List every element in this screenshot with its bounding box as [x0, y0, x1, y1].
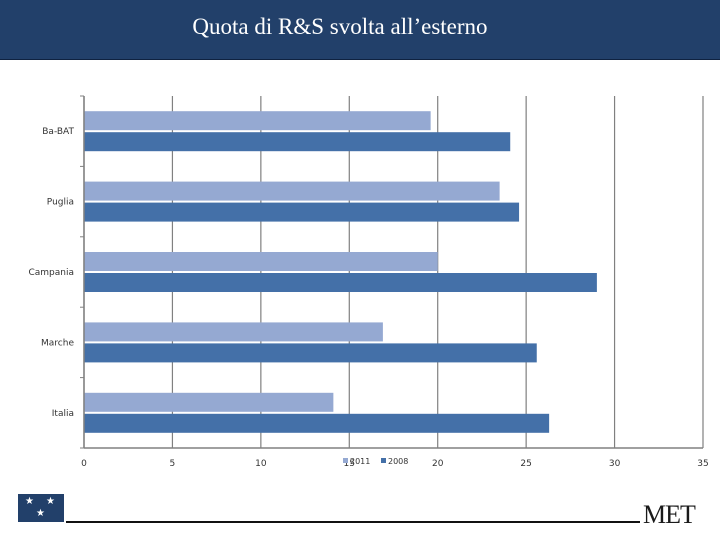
category-label-1: Puglia: [47, 198, 74, 208]
bar-2011-puglia: [84, 181, 500, 201]
bar-2011-ba-bat: [84, 111, 431, 131]
legend-label-2008: 2008: [388, 457, 408, 466]
bar-2008-ba-bat: [84, 132, 511, 152]
bar-2008-campania: [84, 273, 597, 292]
page-title: Quota di R&S svolta all’esterno: [192, 14, 488, 39]
bar-2011-marche: [84, 322, 383, 342]
bar-2008-marche: [84, 343, 537, 363]
x-tick-label-2: 10: [255, 459, 267, 469]
x-tick-label-3: 15: [344, 459, 355, 469]
x-tick-label-7: 35: [697, 459, 708, 469]
x-tick-label-4: 20: [432, 459, 444, 469]
legend-swatch-2011: [343, 458, 348, 463]
header-bar: Quota di R&S svolta all’esterno: [0, 0, 720, 60]
bar-2008-italia: [84, 413, 550, 433]
footer-brand: MET: [643, 500, 696, 529]
category-label-2: Campania: [28, 268, 74, 278]
bar-2008-puglia: [84, 202, 520, 222]
eu-stars-icon: ★ ★ ★: [18, 494, 64, 522]
x-tick-label-1: 5: [170, 459, 176, 469]
bar-2011-campania: [84, 252, 438, 271]
footer-divider: [66, 521, 640, 523]
legend-swatch-2008: [381, 458, 386, 463]
bar-2011-italia: [84, 392, 334, 412]
category-label-0: Ba-BAT: [42, 127, 74, 137]
x-tick-label-0: 0: [81, 459, 87, 469]
category-label-4: Italia: [52, 409, 74, 419]
x-tick-label-6: 30: [609, 459, 621, 469]
legend-label-2011: 2011: [350, 457, 370, 466]
x-tick-label-5: 25: [520, 459, 531, 469]
category-label-3: Marche: [41, 338, 74, 348]
